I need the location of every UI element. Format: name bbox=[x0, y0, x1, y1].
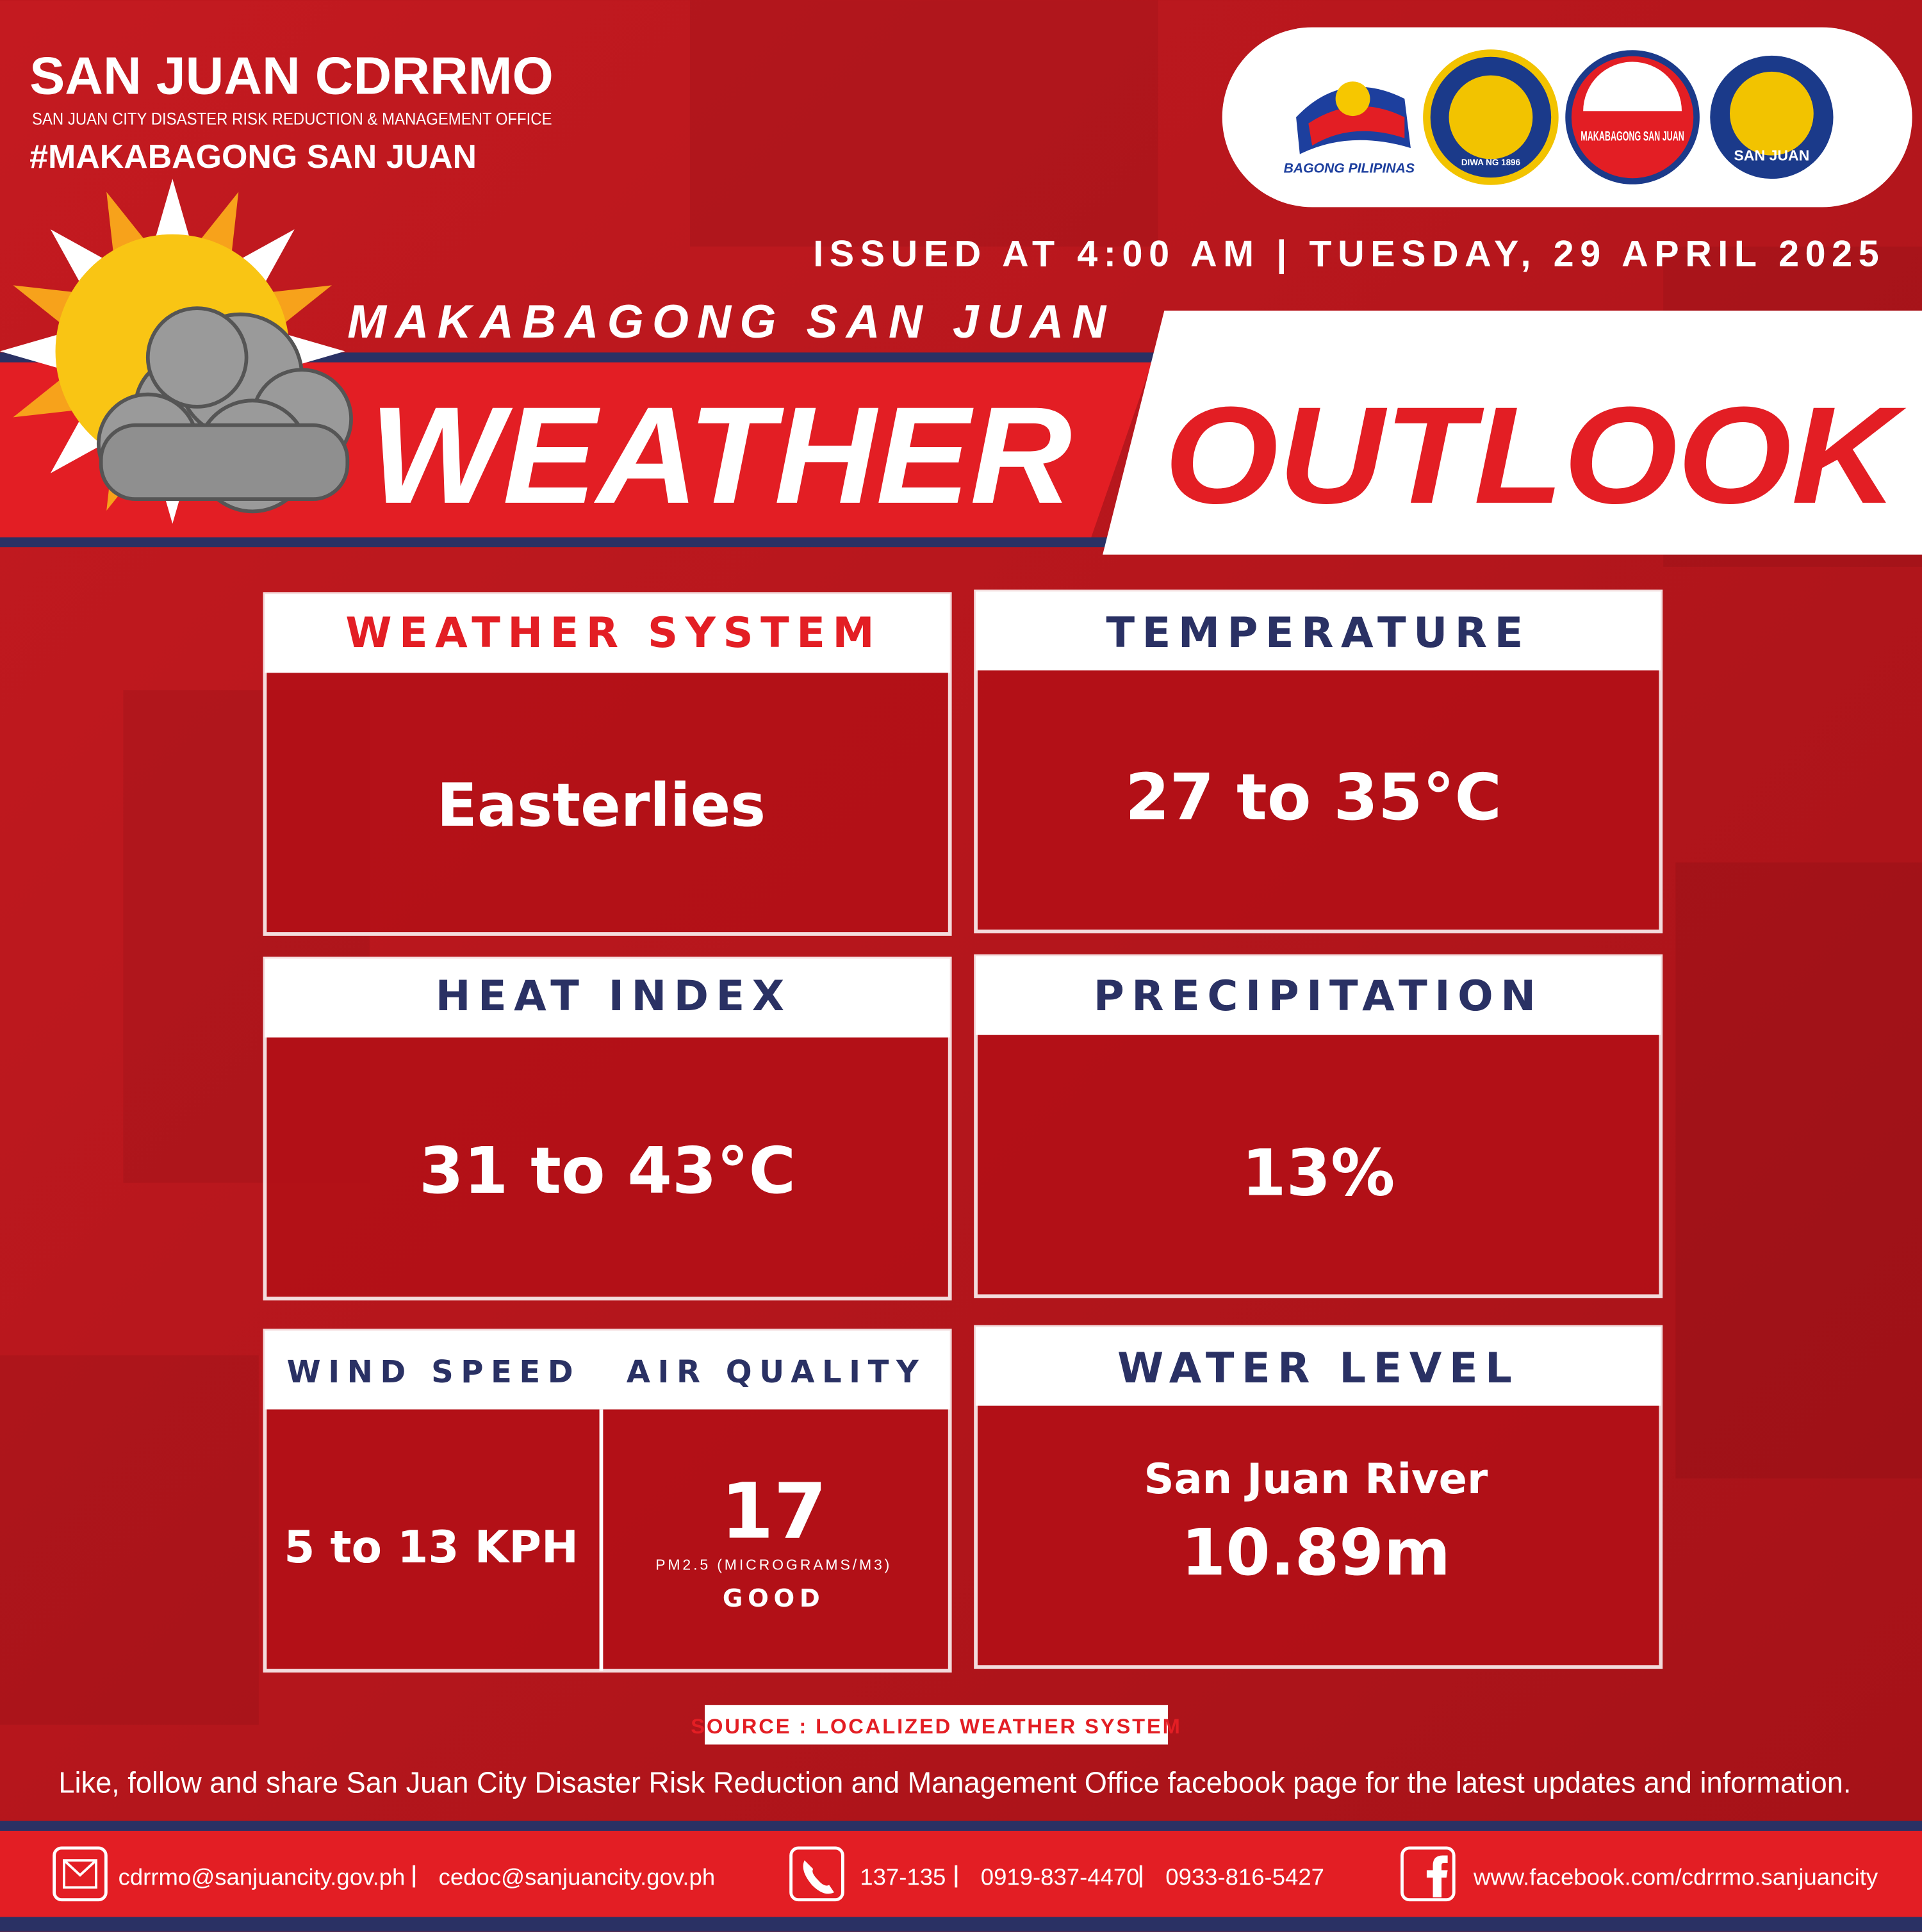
banner-white bbox=[1103, 310, 1922, 555]
cloud bbox=[145, 306, 249, 409]
logo-seal-inner bbox=[1730, 71, 1814, 156]
banner-stripe bbox=[0, 537, 1109, 548]
panel-value: 31 to 43°C bbox=[419, 1133, 796, 1208]
logo-label: DIWA NG 1896 bbox=[1461, 158, 1520, 167]
bg-texture bbox=[689, 0, 1158, 247]
panel-label: HEAT INDEX bbox=[436, 972, 792, 1020]
logo-flag-red bbox=[1308, 106, 1405, 146]
issued-date: ISSUED AT 4:00 AM | TUESDAY, 29 APRIL 20… bbox=[813, 234, 1885, 275]
footer-note: Like, follow and share San Juan City Dis… bbox=[58, 1765, 1851, 1799]
email-glyph bbox=[63, 1859, 97, 1889]
water-level-header bbox=[976, 1327, 1661, 1406]
banner-title-left: WEATHER bbox=[370, 378, 1072, 532]
sun-ray bbox=[201, 192, 239, 251]
sun-ray bbox=[13, 285, 72, 322]
sun-ray bbox=[50, 229, 103, 281]
panel-value: 27 to 35°C bbox=[1125, 760, 1502, 835]
panel-value: Easterlies bbox=[437, 771, 766, 840]
panel-label: WATER LEVEL bbox=[1117, 1344, 1519, 1393]
logo-sun bbox=[1335, 81, 1370, 117]
bg-texture bbox=[0, 1355, 259, 1725]
contact-text: 137-135 bbox=[860, 1864, 946, 1890]
temperature-header bbox=[976, 591, 1661, 671]
sun-ray bbox=[0, 334, 57, 368]
phone-icon bbox=[789, 1846, 844, 1902]
contact-text: 0933-816-5427 bbox=[1165, 1864, 1324, 1890]
sun-ray bbox=[156, 179, 189, 236]
heat-index-header bbox=[265, 958, 950, 1038]
panel-label: WEATHER SYSTEM bbox=[345, 609, 882, 657]
source: SOURCE : LOCALIZED WEATHER SYSTEM bbox=[691, 1714, 1182, 1738]
source-box bbox=[705, 1705, 1169, 1745]
footer-stripe bbox=[0, 1821, 1922, 1831]
air-quality-unit: PM2.5 (MICROGRAMS/M3) bbox=[655, 1556, 892, 1573]
sun-ray bbox=[13, 381, 72, 418]
sun-ray bbox=[288, 334, 345, 368]
panel-label: TEMPERATURE bbox=[1106, 609, 1531, 657]
panel-value: 13% bbox=[1242, 1136, 1395, 1211]
footer-stripe bbox=[0, 1917, 1922, 1932]
facebook-icon bbox=[1400, 1846, 1456, 1902]
panel-label: AIR QUALITY bbox=[627, 1354, 926, 1390]
banner-title-right: OUTLOOK bbox=[1164, 378, 1907, 532]
wind-air-header bbox=[265, 1330, 950, 1410]
panel-value: San Juan River bbox=[1144, 1455, 1488, 1503]
panel-value: 10.89m bbox=[1181, 1515, 1451, 1590]
footer-band bbox=[0, 1831, 1922, 1917]
logo-seal-inner bbox=[1449, 75, 1533, 160]
email-icon bbox=[53, 1846, 108, 1902]
panel-value: 5 to 13 KPH bbox=[284, 1522, 579, 1573]
logo-sunburst bbox=[1583, 61, 1682, 111]
precipitation-header bbox=[976, 956, 1661, 1035]
phone-glyph bbox=[803, 1860, 834, 1894]
air-quality-rating: GOOD bbox=[723, 1584, 825, 1613]
org-name: SAN JUAN CDRRMO bbox=[29, 45, 554, 105]
bg-texture bbox=[1675, 862, 1922, 1478]
logo-label: SAN JUAN bbox=[1734, 147, 1809, 163]
sun-ray bbox=[243, 229, 295, 281]
cloud bbox=[99, 423, 350, 502]
panel-label: PRECIPITATION bbox=[1094, 972, 1543, 1020]
contact-text: www.facebook.com/cdrrmo.sanjuancity bbox=[1473, 1864, 1878, 1890]
panel-value: 17 bbox=[721, 1467, 827, 1556]
contact-text: cdrrmo@sanjuancity.gov.ph bbox=[119, 1864, 406, 1890]
panel-label: WIND SPEED bbox=[287, 1354, 581, 1390]
sun-ray bbox=[273, 285, 332, 322]
logo-label: MAKABAGONG SAN JUAN bbox=[1581, 129, 1684, 144]
sun-ray bbox=[50, 422, 103, 473]
contact-text: 0919-837-4470 bbox=[981, 1864, 1140, 1890]
logo-label: BAGONG PILIPINAS bbox=[1284, 161, 1415, 176]
banner-subtitle: MAKABAGONG SAN JUAN bbox=[347, 296, 1114, 348]
hashtag: #MAKABAGONG SAN JUAN bbox=[29, 138, 477, 176]
weather-system-header bbox=[265, 594, 950, 673]
org-full-name: SAN JUAN CITY DISASTER RISK REDUCTION & … bbox=[32, 110, 552, 129]
sun-ray bbox=[106, 192, 144, 251]
facebook-glyph bbox=[1426, 1855, 1448, 1897]
contact-text: cedoc@sanjuancity.gov.ph bbox=[439, 1864, 716, 1890]
